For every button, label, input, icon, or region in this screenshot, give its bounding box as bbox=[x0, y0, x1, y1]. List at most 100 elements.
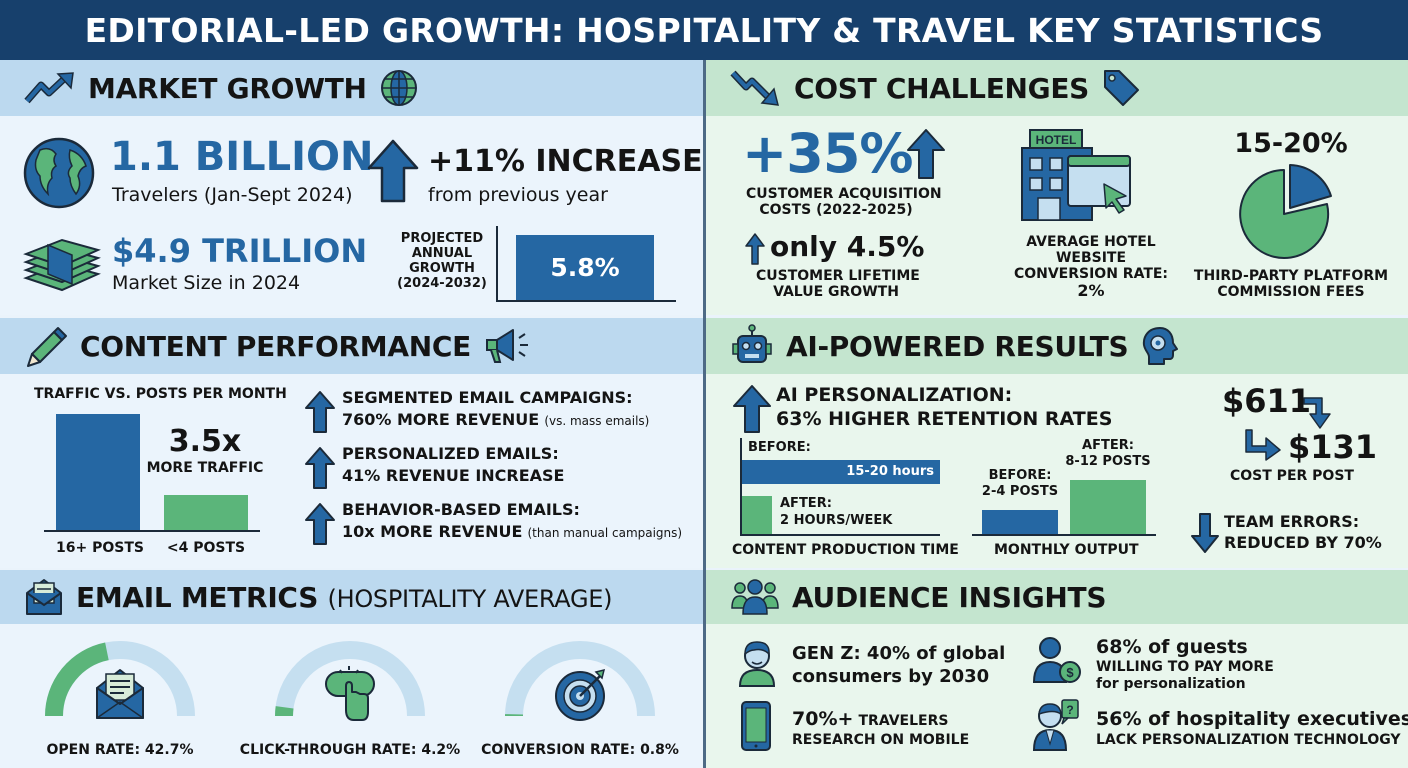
globe-icon bbox=[379, 68, 419, 108]
head-gear-icon bbox=[1140, 325, 1180, 367]
section-heading: EMAIL METRICS (HOSPITALITY AVERAGE) bbox=[76, 580, 613, 614]
section-heading: MARKET GROWTH bbox=[88, 71, 367, 105]
gauge-conversion-rate: CONVERSION RATE: 0.8% bbox=[481, 634, 679, 764]
young-person-icon bbox=[738, 641, 776, 687]
trend-down-icon bbox=[730, 69, 782, 107]
production-time-chart: BEFORE: 15-20 hours AFTER: 2 HOURS/WEEK bbox=[740, 438, 940, 536]
audience-item-mobile: 70%+ TRAVELERS RESEARCH ON MOBILE bbox=[792, 708, 970, 748]
gauge-label: OPEN RATE: 42.7% bbox=[46, 742, 194, 758]
arrow-up-icon bbox=[906, 128, 946, 180]
cac-label: CUSTOMER ACQUISITION COSTS (2022-2025) bbox=[746, 186, 942, 219]
travelers-value: 1.1 BILLION bbox=[110, 134, 374, 180]
gauge-open-rate: OPEN RATE: 42.7% bbox=[40, 634, 200, 764]
after-bar bbox=[742, 496, 772, 534]
curved-arrow-icon bbox=[1303, 397, 1331, 429]
audience-item-genz: GEN Z: 40% of global consumers by 2030 bbox=[792, 643, 1006, 688]
cost-challenges-body: +35% CUSTOMER ACQUISITION COSTS (2022-20… bbox=[706, 116, 1408, 315]
content-performance-header: CONTENT PERFORMANCE bbox=[0, 318, 703, 374]
bar-16-plus-posts bbox=[56, 414, 140, 530]
section-heading: CONTENT PERFORMANCE bbox=[80, 329, 471, 363]
team-errors: TEAM ERRORS: REDUCED BY 70% bbox=[1224, 512, 1382, 552]
gauge-label: CLICK-THROUGH RATE: 4.2% bbox=[239, 742, 461, 758]
traffic-multiplier: 3.5x bbox=[168, 424, 242, 459]
ai-results-section: AI-POWERED RESULTS AI PERSONALIZATION: 6… bbox=[706, 315, 1408, 568]
audience-insights-section: AUDIENCE INSIGHTS GEN Z: 40% of global c… bbox=[706, 568, 1408, 768]
title-bar: EDITORIAL-LED GROWTH: HOSPITALITY & TRAV… bbox=[0, 0, 1408, 60]
arrow-up-icon bbox=[305, 503, 335, 545]
audience-item-guests: 68% of guests WILLING TO PAY MORE for pe… bbox=[1096, 636, 1274, 692]
email-metrics-header: EMAIL METRICS (HOSPITALITY AVERAGE) bbox=[0, 570, 703, 624]
price-tag-icon bbox=[1101, 67, 1141, 109]
increase-value: +11% INCREASE bbox=[428, 144, 703, 179]
ai-results-body: AI PERSONALIZATION: 63% HIGHER RETENTION… bbox=[706, 374, 1408, 568]
arrow-up-icon bbox=[744, 232, 766, 266]
section-heading: AUDIENCE INSIGHTS bbox=[792, 580, 1107, 614]
clv-value: only 4.5% bbox=[770, 230, 925, 263]
cost-challenges-header: COST CHALLENGES bbox=[706, 60, 1408, 116]
trend-up-icon bbox=[24, 71, 76, 105]
ai-personalization-value: 63% HIGHER RETENTION RATES bbox=[776, 408, 1113, 430]
audience-item-executives: 56% of hospitality executives LACK PERSO… bbox=[1096, 708, 1408, 748]
conversion-label: AVERAGE HOTEL WEBSITE CONVERSION RATE: 2… bbox=[1013, 234, 1169, 301]
pie-slice-remaining bbox=[1239, 169, 1330, 259]
bar-label: 16+ POSTS bbox=[56, 540, 144, 556]
cost-per-post-label: COST PER POST bbox=[1230, 468, 1354, 484]
projected-growth-chart: 5.8% bbox=[496, 226, 676, 302]
commission-value: 15-20% bbox=[1234, 128, 1348, 159]
gauge-click-through-rate: CLICK-THROUGH RATE: 4.2% bbox=[240, 634, 460, 764]
market-growth-body: 1.1 BILLION Travelers (Jan-Sept 2024) +1… bbox=[0, 116, 703, 315]
envelope-icon bbox=[24, 577, 64, 617]
ai-results-header: AI-POWERED RESULTS bbox=[706, 318, 1408, 374]
after-bar bbox=[1070, 480, 1146, 534]
projected-growth-label: PROJECTED ANNUAL GROWTH (2024-2032) bbox=[397, 231, 487, 291]
before-bar bbox=[982, 510, 1058, 534]
production-time-title: CONTENT PRODUCTION TIME bbox=[732, 542, 959, 558]
svg-text:$: $ bbox=[1066, 665, 1074, 680]
cash-stack-icon bbox=[22, 234, 102, 300]
bar-label: <4 POSTS bbox=[166, 540, 246, 556]
hotel-sign: HOTEL bbox=[1036, 133, 1077, 147]
content-performance-section: CONTENT PERFORMANCE TRAFFIC VS. POSTS PE… bbox=[0, 315, 703, 568]
gauge-label: CONVERSION RATE: 0.8% bbox=[481, 742, 679, 758]
arrow-up-icon bbox=[305, 447, 335, 489]
person-dollar-icon: $ bbox=[1032, 637, 1081, 683]
earth-icon bbox=[22, 136, 96, 210]
market-size-value: $4.9 TRILLION bbox=[112, 232, 368, 270]
curved-arrow-icon bbox=[1245, 429, 1281, 461]
market-size-label: Market Size in 2024 bbox=[112, 272, 301, 294]
open-envelope-icon bbox=[96, 669, 144, 719]
email-metrics-section: EMAIL METRICS (HOSPITALITY AVERAGE) OPEN… bbox=[0, 568, 703, 768]
traffic-bar-chart bbox=[44, 414, 260, 532]
click-button-icon bbox=[325, 666, 375, 721]
arrow-up-icon bbox=[366, 138, 420, 204]
robot-icon bbox=[730, 324, 774, 368]
hotel-website-icon: HOTEL bbox=[1016, 126, 1136, 222]
section-heading: AI-POWERED RESULTS bbox=[786, 329, 1129, 363]
cac-value: +35% bbox=[742, 122, 913, 185]
arrow-down-icon bbox=[1191, 513, 1219, 553]
executive-question-icon: ? bbox=[1032, 699, 1079, 751]
audience-insights-body: GEN Z: 40% of global consumers by 2030 $… bbox=[706, 624, 1408, 768]
pencil-icon bbox=[24, 324, 68, 368]
arrow-up-icon bbox=[305, 391, 335, 433]
travelers-label: Travelers (Jan-Sept 2024) bbox=[112, 184, 353, 206]
clv-label: CUSTOMER LIFETIME VALUE GROWTH bbox=[756, 268, 920, 301]
page-title: EDITORIAL-LED GROWTH: HOSPITALITY & TRAV… bbox=[84, 10, 1324, 50]
svg-text:?: ? bbox=[1066, 703, 1073, 717]
cost-challenges-section: COST CHALLENGES +35% CUSTOMER ACQUISITIO… bbox=[706, 60, 1408, 315]
email-metrics-body: OPEN RATE: 42.7% CLICK-THROUGH RATE: 4.2… bbox=[0, 624, 703, 768]
smartphone-icon bbox=[741, 701, 771, 751]
arrow-up-icon bbox=[733, 385, 771, 433]
content-performance-body: TRAFFIC VS. POSTS PER MONTH 3.5x MORE TR… bbox=[0, 374, 703, 568]
commission-pie-chart bbox=[1238, 162, 1338, 262]
market-growth-section: MARKET GROWTH 1.1 BILLION Travelers (Jan… bbox=[0, 60, 703, 315]
pie-slice-commission bbox=[1289, 164, 1332, 209]
increase-label: from previous year bbox=[428, 184, 608, 206]
bar-under-4-posts bbox=[164, 495, 248, 530]
monthly-output-title: MONTHLY OUTPUT bbox=[994, 542, 1139, 558]
traffic-chart-title: TRAFFIC VS. POSTS PER MONTH bbox=[34, 386, 287, 402]
before-bar: 15-20 hours bbox=[742, 460, 940, 484]
group-icon bbox=[730, 578, 780, 616]
commission-label: THIRD-PARTY PLATFORM COMMISSION FEES bbox=[1193, 268, 1389, 301]
projected-growth-bar: 5.8% bbox=[516, 235, 654, 300]
